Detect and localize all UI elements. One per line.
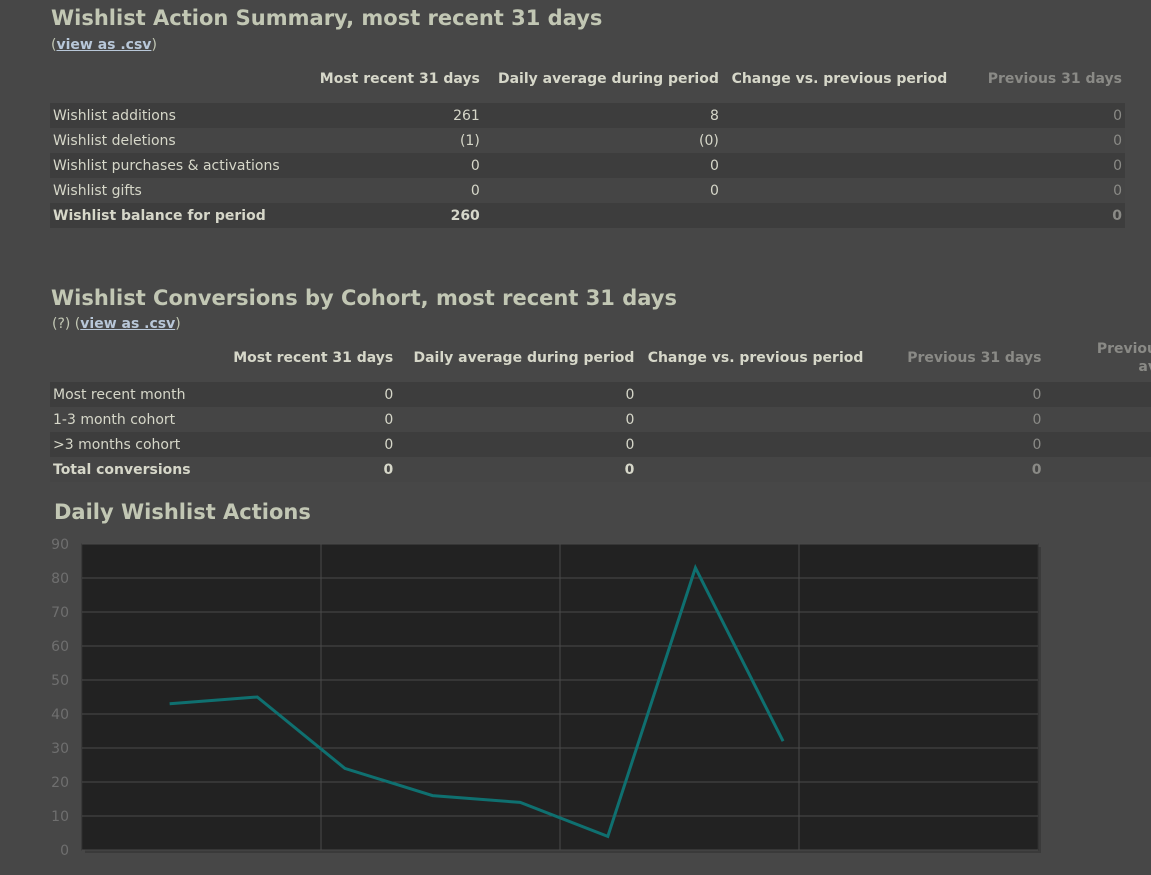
column-header-average: Daily average during period: [413, 350, 635, 366]
row-label: Most recent month: [50, 382, 231, 407]
column-header-previous: Previous 31 days: [907, 350, 1042, 366]
cell-average: [482, 203, 722, 228]
help-link[interactable]: (?): [52, 316, 71, 332]
cell-previous: 0: [866, 382, 1045, 407]
column-header-previous-average-line2: av: [1138, 359, 1151, 375]
table-header-row: Most recent 31 days Daily average during…: [50, 334, 1151, 382]
cell-recent: 0: [230, 407, 397, 432]
cell-change: [637, 382, 867, 407]
y-tick-label: 70: [51, 605, 69, 621]
summary-csv: (view as .csv): [51, 37, 157, 53]
cell-change: [637, 407, 867, 432]
table-header-row: Most recent 31 days Daily average during…: [50, 55, 1125, 103]
table-row: 1-3 month cohort 0 0 0: [50, 407, 1151, 432]
column-header-change: Change vs. previous period: [731, 71, 948, 87]
cell-previous-average: [1044, 432, 1151, 457]
row-label: >3 months cohort: [50, 432, 231, 457]
y-tick-label: 80: [51, 571, 69, 587]
chart-svg: 0 10 20 30 40 50 60 70 80 90: [51, 537, 1041, 859]
cell-average: 0: [396, 432, 638, 457]
y-tick-label: 40: [51, 707, 69, 723]
y-tick-label: 90: [51, 537, 69, 553]
cell-previous: 0: [950, 128, 1125, 153]
cell-change: [721, 153, 951, 178]
column-header-recent: Most recent 31 days: [233, 350, 394, 366]
column-header-recent: Most recent 31 days: [319, 71, 480, 87]
cell-average: (0): [482, 128, 722, 153]
cell-change: [637, 457, 867, 482]
wishlist-action-summary-table: Most recent 31 days Daily average during…: [50, 55, 1125, 228]
table-row: Wishlist deletions (1) (0) 0: [50, 128, 1125, 153]
column-header-previous: Previous 31 days: [987, 71, 1122, 87]
y-tick-label: 50: [51, 673, 69, 689]
column-header-average: Daily average during period: [497, 71, 719, 87]
cell-previous-average: [1044, 407, 1151, 432]
row-label: Wishlist balance for period: [50, 203, 317, 228]
column-header-previous-average-line1: Previou: [1096, 341, 1151, 357]
cell-recent: 0: [230, 382, 397, 407]
chart-title: Daily Wishlist Actions: [54, 500, 311, 524]
cell-previous: 0: [950, 178, 1125, 203]
cell-previous: 0: [866, 432, 1045, 457]
cohort-csv-link[interactable]: view as .csv: [80, 316, 176, 332]
cell-previous: 0: [866, 457, 1045, 482]
row-label: Total conversions: [50, 457, 231, 482]
table-row: Total conversions 0 0 0: [50, 457, 1151, 482]
y-tick-label: 10: [51, 809, 69, 825]
cell-recent: 0: [230, 457, 397, 482]
cell-previous: 0: [950, 103, 1125, 128]
y-tick-label: 0: [60, 843, 69, 859]
cohort-title: Wishlist Conversions by Cohort, most rec…: [51, 286, 677, 310]
summary-title: Wishlist Action Summary, most recent 31 …: [51, 6, 603, 30]
cell-recent: 0: [316, 178, 483, 203]
table-row: Wishlist purchases & activations 0 0 0: [50, 153, 1125, 178]
cell-change: [637, 432, 867, 457]
cell-recent: (1): [316, 128, 483, 153]
cell-change: [721, 178, 951, 203]
cell-previous-average: [1044, 457, 1151, 482]
cell-recent: 0: [316, 153, 483, 178]
column-header-previous-average: Previou av: [1044, 334, 1151, 382]
row-label: Wishlist purchases & activations: [50, 153, 317, 178]
table-row: >3 months cohort 0 0 0: [50, 432, 1151, 457]
series-line: [169, 563, 785, 839]
row-label: Wishlist gifts: [50, 178, 317, 203]
table-row: Wishlist gifts 0 0 0: [50, 178, 1125, 203]
cell-recent: 260: [316, 203, 483, 228]
daily-wishlist-chart: 0 10 20 30 40 50 60 70 80 90: [40, 535, 1151, 871]
table-row: Wishlist additions 261 8 0: [50, 103, 1125, 128]
cell-average: 0: [396, 457, 638, 482]
table-row: Wishlist balance for period 260 0: [50, 203, 1125, 228]
y-tick-label: 20: [51, 775, 69, 791]
cohort-links: (?) (view as .csv): [52, 316, 181, 332]
row-label: Wishlist deletions: [50, 128, 317, 153]
cell-average: 0: [396, 382, 638, 407]
summary-csv-link[interactable]: view as .csv: [56, 37, 152, 53]
row-label: 1-3 month cohort: [50, 407, 231, 432]
row-label: Wishlist additions: [50, 103, 317, 128]
cell-average: 0: [396, 407, 638, 432]
cell-change: [721, 203, 951, 228]
wishlist-conversions-table: Most recent 31 days Daily average during…: [50, 334, 1151, 482]
cell-average: 0: [482, 178, 722, 203]
cell-recent: 261: [316, 103, 483, 128]
cell-recent: 0: [230, 432, 397, 457]
cell-previous: 0: [950, 203, 1125, 228]
column-header-change: Change vs. previous period: [647, 350, 864, 366]
cell-average: 0: [482, 153, 722, 178]
table-row: Most recent month 0 0 0: [50, 382, 1151, 407]
cell-change: [721, 103, 951, 128]
cell-change: [721, 128, 951, 153]
column-header-label: [50, 334, 230, 382]
cell-previous: 0: [950, 153, 1125, 178]
y-tick-label: 60: [51, 639, 69, 655]
cell-previous: 0: [866, 407, 1045, 432]
cell-average: 8: [482, 103, 722, 128]
cell-previous-average: [1044, 382, 1151, 407]
y-tick-label: 30: [51, 741, 69, 757]
